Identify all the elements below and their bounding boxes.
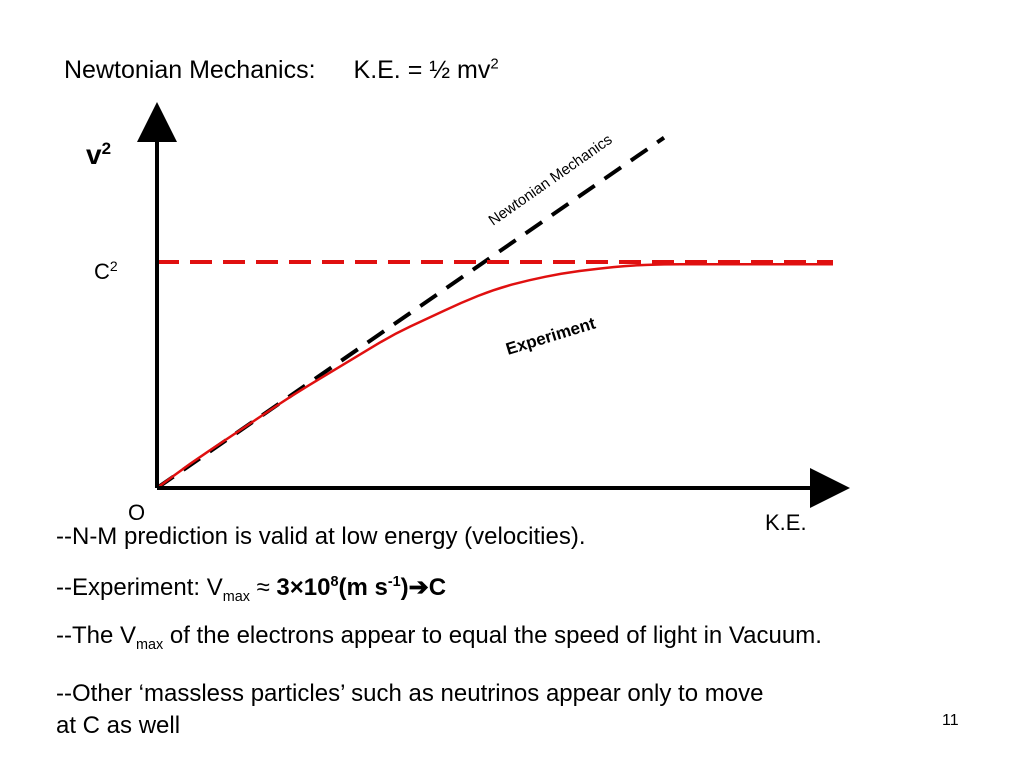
experiment-annotation: Experiment xyxy=(504,313,598,358)
b2-value: 3×10 xyxy=(276,574,331,601)
title-formula-exponent: 2 xyxy=(490,55,499,73)
c2-tick-label-exp: 2 xyxy=(110,258,118,274)
b2-value-exp: 8 xyxy=(330,574,339,590)
c2-tick-label: C2 xyxy=(94,258,118,284)
b2-c: C xyxy=(428,574,447,601)
y-axis-label-base: v xyxy=(86,139,102,170)
bullet-vmax-speed-of-light: --The Vmax of the electrons appear to eq… xyxy=(56,622,822,653)
title-left: Newtonian Mechanics: xyxy=(64,56,316,84)
bullet-experiment-vmax: --Experiment: Vmax ≈ 3×108(m s-1)➔C xyxy=(56,573,447,605)
b3-prefix: --The V xyxy=(56,622,137,649)
title-formula: K.E. = ½ mv xyxy=(353,56,491,84)
b2-unit: (m s xyxy=(338,574,388,601)
b2-approx: ≈ xyxy=(249,574,277,601)
b3-sub: max xyxy=(136,636,164,653)
y-axis-label: v2 xyxy=(86,139,111,170)
b2-prefix: --Experiment: V xyxy=(56,574,223,601)
x-axis-label: K.E. xyxy=(765,510,807,535)
b2-unit-exp: -1 xyxy=(387,574,401,590)
series-layer xyxy=(155,136,833,490)
origin-label: O xyxy=(128,500,145,525)
c2-tick-label-base: C xyxy=(94,259,110,284)
b4-line1: --Other ‘massless particles’ such as neu… xyxy=(56,680,764,707)
experiment-curve xyxy=(156,263,833,490)
v2-vs-ke-chart: v2 C2 O K.E. Newtonian Mechanics Experim… xyxy=(86,102,850,535)
bullet-massless-particles: --Other ‘massless particles’ such as neu… xyxy=(56,678,763,742)
arrow-right-icon: ➔ xyxy=(408,574,429,601)
bullet-nm-valid: --N-M prediction is valid at low energy … xyxy=(56,523,586,550)
newtonian-annotation: Newtonian Mechanics xyxy=(486,131,616,229)
slide-title: Newtonian Mechanics: K.E. = ½ mv2 xyxy=(64,56,499,85)
b3-rest: of the electrons appear to equal the spe… xyxy=(163,622,822,649)
page-number: 11 xyxy=(942,712,959,729)
b4-line2: at C as well xyxy=(56,712,181,739)
y-axis-label-exp: 2 xyxy=(102,139,111,158)
b2-close: ) xyxy=(400,574,409,601)
b2-sub: max xyxy=(222,588,250,605)
